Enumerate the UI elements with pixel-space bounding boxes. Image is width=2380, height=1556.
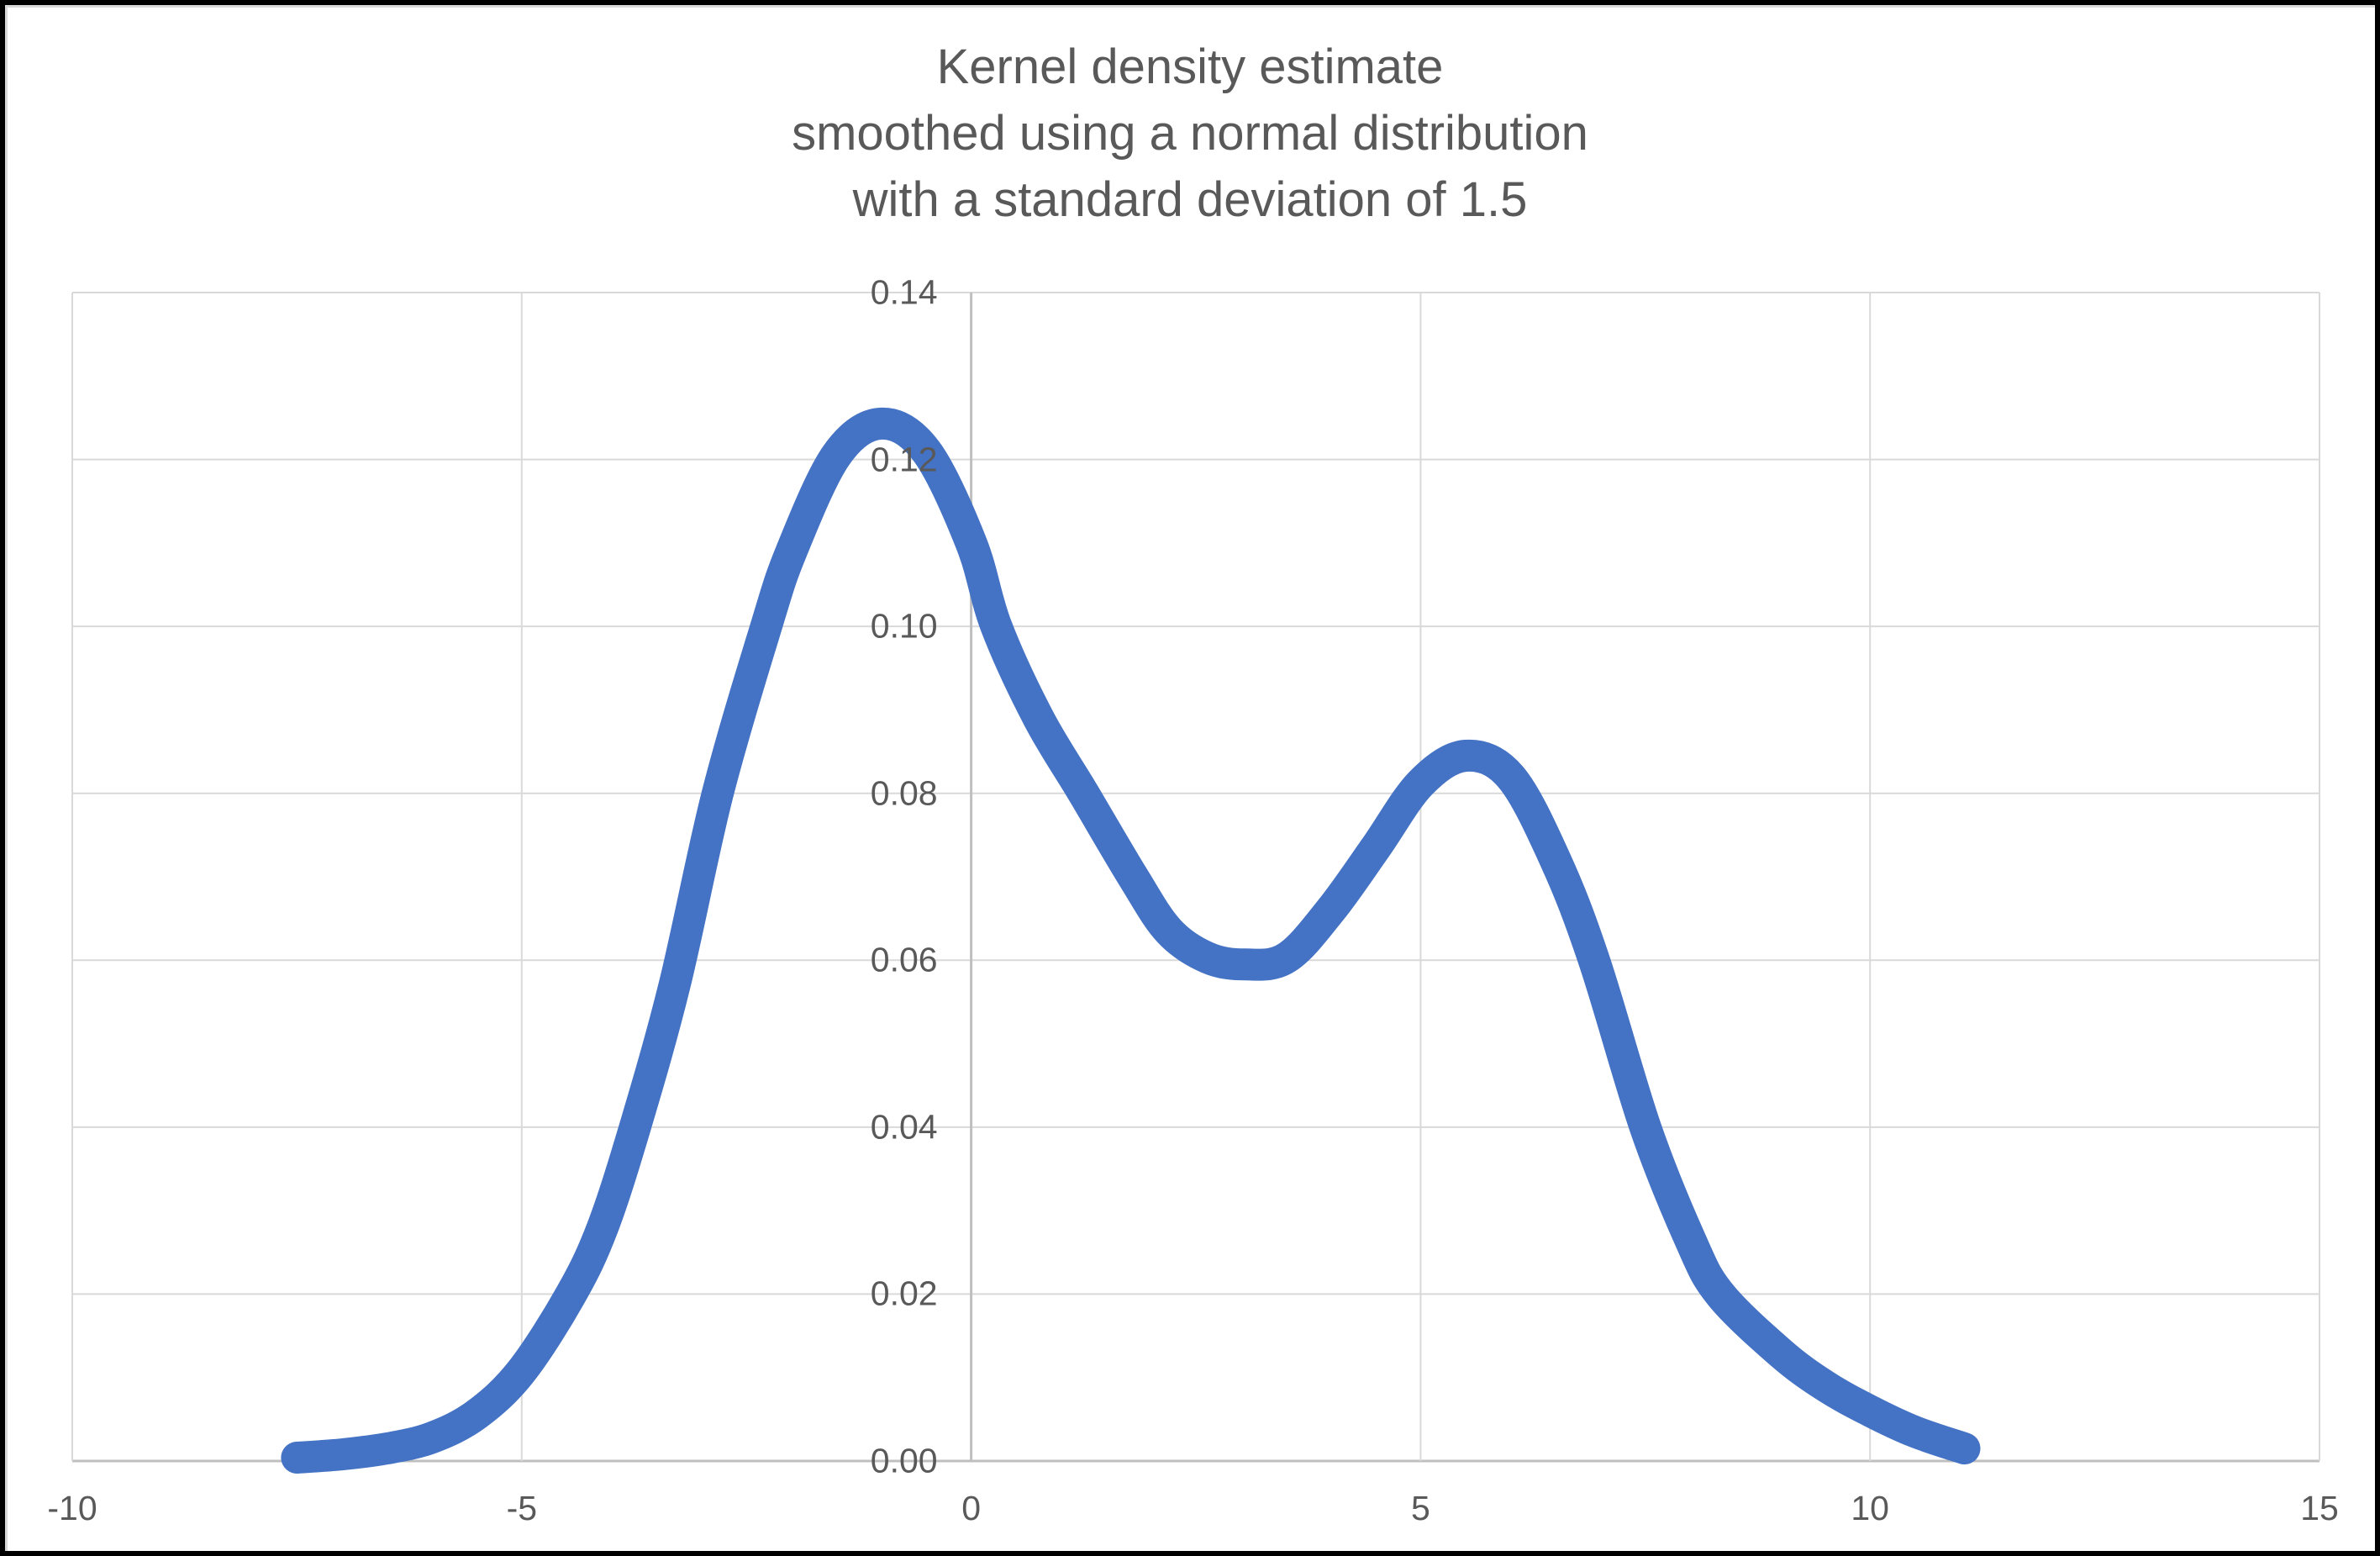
y-tick-label: 0.10 [870,606,938,646]
kde-curve-line [281,407,1981,1474]
y-tick-label: 0.04 [870,1107,938,1147]
y-tick-label: 0.06 [870,940,938,979]
y-tick-label: 0.08 [870,773,938,813]
chart-title-line-2: smoothed using a normal distribution [792,106,1588,161]
x-tick-label: 15 [2300,1489,2339,1527]
x-tick-label: 0 [961,1489,981,1527]
y-tick-label: 0.02 [870,1274,938,1313]
chart-title: Kernel density estimate smoothed using a… [5,34,2375,233]
x-tick-label: -5 [506,1489,538,1527]
y-tick-label: 0.14 [870,272,938,312]
x-tick-label: 5 [1410,1489,1430,1527]
x-tick-label: 10 [1851,1489,1889,1527]
y-tick-label: 0.12 [870,440,938,479]
plot-area [71,292,2320,1474]
x-tick-label: -10 [47,1489,97,1527]
y-tick-label: 0.00 [870,1441,938,1480]
chart-title-line-3: with a standard deviation of 1.5 [852,172,1528,227]
chart-title-line-1: Kernel density estimate [936,40,1444,94]
